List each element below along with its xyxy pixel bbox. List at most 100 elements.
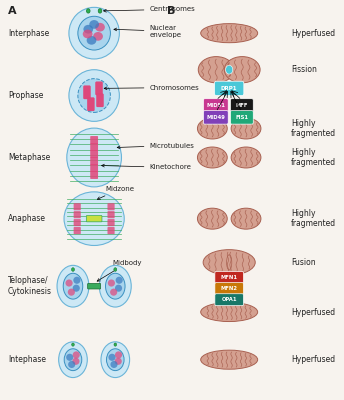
Text: Anaphase: Anaphase [8,214,46,223]
Ellipse shape [69,70,119,121]
FancyBboxPatch shape [107,219,115,226]
FancyBboxPatch shape [90,150,98,158]
Ellipse shape [86,9,90,13]
FancyBboxPatch shape [74,219,81,226]
Ellipse shape [201,302,258,322]
Text: MID49: MID49 [206,115,225,120]
Ellipse shape [198,57,234,83]
Text: Hyperfused: Hyperfused [291,29,335,38]
Ellipse shape [226,65,233,74]
FancyBboxPatch shape [215,272,244,284]
Ellipse shape [67,128,121,187]
FancyBboxPatch shape [107,203,115,210]
FancyBboxPatch shape [74,203,81,210]
Ellipse shape [68,361,75,368]
FancyBboxPatch shape [88,284,101,289]
FancyBboxPatch shape [204,111,228,124]
Ellipse shape [83,30,93,38]
FancyBboxPatch shape [95,82,103,95]
Ellipse shape [115,351,122,358]
Text: Microtubules: Microtubules [117,142,194,149]
Ellipse shape [108,280,115,286]
Text: B: B [167,6,176,16]
FancyBboxPatch shape [215,81,244,96]
FancyBboxPatch shape [107,227,115,234]
Ellipse shape [231,208,261,229]
Text: MID51: MID51 [206,103,225,108]
Text: Centrosomes: Centrosomes [104,6,195,12]
Ellipse shape [99,265,131,307]
Ellipse shape [106,273,125,299]
Ellipse shape [78,79,110,112]
Text: Hyperfused: Hyperfused [291,308,335,316]
Ellipse shape [87,36,96,45]
Ellipse shape [115,358,122,365]
FancyBboxPatch shape [107,211,115,218]
FancyBboxPatch shape [90,171,98,179]
Ellipse shape [63,273,83,299]
Ellipse shape [64,349,82,371]
FancyBboxPatch shape [83,86,90,99]
Ellipse shape [72,268,74,271]
Text: MFN1: MFN1 [221,275,238,280]
Ellipse shape [83,25,93,34]
Ellipse shape [203,250,255,275]
Ellipse shape [114,268,117,271]
Ellipse shape [68,288,75,296]
Ellipse shape [64,192,124,246]
Text: Interphase: Interphase [8,29,49,38]
Text: Highly
fragmented: Highly fragmented [291,209,336,228]
Ellipse shape [107,349,124,371]
Ellipse shape [110,361,118,368]
Text: Fusion: Fusion [291,258,316,267]
Ellipse shape [98,9,102,13]
Ellipse shape [197,118,227,139]
Text: Prophase: Prophase [8,91,43,100]
Text: FIS1: FIS1 [235,115,248,120]
Ellipse shape [231,118,261,139]
Ellipse shape [89,20,99,29]
Ellipse shape [72,358,79,365]
FancyBboxPatch shape [83,86,90,99]
Ellipse shape [227,255,232,270]
Ellipse shape [95,23,105,32]
Ellipse shape [72,343,74,346]
FancyBboxPatch shape [86,216,102,222]
FancyBboxPatch shape [87,98,95,111]
Ellipse shape [73,277,80,284]
Text: Highly
fragmented: Highly fragmented [291,119,336,138]
Text: Midbody: Midbody [97,260,141,281]
Text: Metaphase: Metaphase [8,153,50,162]
Ellipse shape [101,342,130,378]
Ellipse shape [201,24,258,43]
Ellipse shape [59,342,87,378]
FancyBboxPatch shape [90,136,98,144]
Text: Chromosomes: Chromosomes [104,84,199,90]
FancyBboxPatch shape [90,143,98,151]
FancyBboxPatch shape [215,294,244,306]
Text: Midzone: Midzone [97,186,135,200]
FancyBboxPatch shape [230,99,253,112]
FancyBboxPatch shape [96,94,104,107]
Ellipse shape [73,285,80,292]
FancyBboxPatch shape [87,98,95,111]
Ellipse shape [65,280,73,286]
Ellipse shape [197,208,227,229]
Text: Telophase/
Cytokinesis: Telophase/ Cytokinesis [8,276,52,296]
FancyBboxPatch shape [204,99,228,112]
Text: Hyperfused: Hyperfused [291,355,335,364]
Ellipse shape [73,351,80,358]
Ellipse shape [115,285,122,292]
Ellipse shape [224,57,260,83]
FancyBboxPatch shape [90,164,98,172]
Ellipse shape [116,277,123,284]
FancyBboxPatch shape [74,211,81,218]
Text: DRP1: DRP1 [221,86,237,91]
FancyBboxPatch shape [95,82,103,95]
Text: Intephase: Intephase [8,355,46,364]
FancyBboxPatch shape [230,111,253,124]
Ellipse shape [201,350,258,369]
Ellipse shape [66,354,73,361]
Ellipse shape [69,7,119,59]
Ellipse shape [197,147,227,168]
